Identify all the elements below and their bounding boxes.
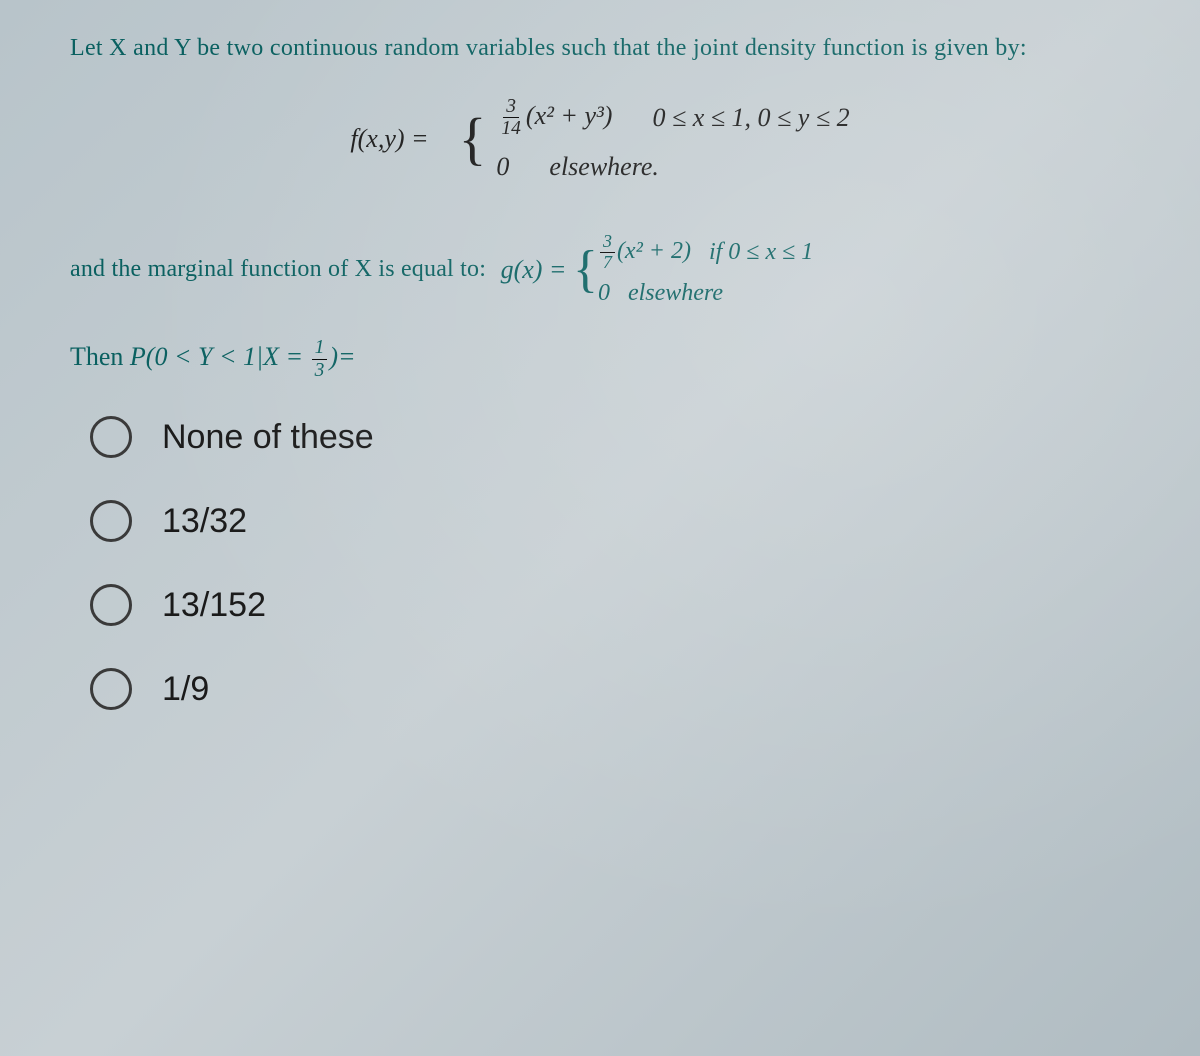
formula-lhs-text: f(x,y) =: [350, 124, 428, 153]
case1-condition: 0 ≤ x ≤ 1, 0 ≤ y ≤ 2: [652, 103, 849, 133]
radio-icon[interactable]: [90, 500, 132, 542]
marginal-lhs: g(x) =: [501, 255, 567, 285]
question-then-line: Then P(0 < Y < 1|X = 1 3 )=: [70, 337, 1130, 381]
fraction-denominator: 3: [312, 360, 328, 381]
marginal-function-line: and the marginal function of X is equal …: [70, 232, 1130, 308]
option-label: 13/32: [162, 502, 247, 541]
fraction-numerator: 1: [312, 337, 328, 359]
case-row: 3 7 (x² + 2) if 0 ≤ x ≤ 1: [598, 232, 813, 273]
case-row: 3 14 (x² + y³) 0 ≤ x ≤ 1, 0 ≤ y ≤ 2: [496, 96, 849, 140]
case-row: 0 elsewhere.: [496, 152, 849, 182]
radio-icon[interactable]: [90, 416, 132, 458]
then-suffix: )=: [329, 342, 355, 371]
option-label: 13/152: [162, 586, 266, 625]
option-13-152[interactable]: 13/152: [90, 584, 1130, 626]
marginal-cases: 3 7 (x² + 2) if 0 ≤ x ≤ 1 0 elsewhere: [598, 232, 813, 308]
formula-cases: 3 14 (x² + y³) 0 ≤ x ≤ 1, 0 ≤ y ≤ 2 0 el…: [496, 96, 849, 182]
joint-density-formula: f(x,y) = { 3 14 (x² + y³) 0 ≤ x ≤ 1, 0 ≤…: [70, 96, 1130, 182]
formula-lhs: f(x,y) =: [350, 124, 428, 154]
radio-icon[interactable]: [90, 668, 132, 710]
left-brace-icon: {: [459, 116, 487, 162]
marginal-case1-rest: (x² + 2): [617, 238, 691, 264]
marginal-text: and the marginal function of X is equal …: [70, 256, 486, 283]
option-1-9[interactable]: 1/9: [90, 668, 1130, 710]
case2-condition: elsewhere.: [549, 152, 659, 182]
fraction: 3 14: [498, 96, 524, 140]
marginal-case1-expression: 3 7 (x² + 2): [598, 232, 691, 273]
fraction-numerator: 3: [503, 96, 519, 118]
option-none[interactable]: None of these: [90, 416, 1130, 458]
then-probability: P(0 < Y < 1|X =: [130, 342, 310, 371]
case2-expression: 0: [496, 152, 509, 182]
fraction-numerator: 3: [600, 232, 615, 253]
question-intro: Let X and Y be two continuous random var…: [70, 30, 1130, 66]
fraction-denominator: 14: [498, 118, 524, 139]
fraction: 3 7: [600, 232, 615, 273]
fraction: 1 3: [312, 337, 328, 381]
formula-cases-block: { 3 14 (x² + y³) 0 ≤ x ≤ 1, 0 ≤ y ≤ 2 0 …: [459, 96, 850, 182]
option-label: None of these: [162, 418, 374, 457]
marginal-case1-condition: if 0 ≤ x ≤ 1: [709, 239, 813, 266]
marginal-case2-expression: 0: [598, 280, 610, 307]
radio-icon[interactable]: [90, 584, 132, 626]
case-row: 0 elsewhere: [598, 280, 813, 307]
case1-expression: 3 14 (x² + y³): [496, 96, 612, 140]
fraction-denominator: 7: [600, 253, 615, 273]
case1-rest: (x² + y³): [526, 101, 613, 130]
option-13-32[interactable]: 13/32: [90, 500, 1130, 542]
marginal-case2-condition: elsewhere: [628, 280, 723, 307]
answer-options: None of these 13/32 13/152 1/9: [90, 416, 1130, 710]
option-label: 1/9: [162, 670, 209, 709]
marginal-math: g(x) = { 3 7 (x² + 2) if 0 ≤ x ≤ 1 0 els…: [494, 232, 813, 308]
then-prefix: Then: [70, 342, 130, 371]
left-brace-icon: {: [573, 249, 598, 291]
